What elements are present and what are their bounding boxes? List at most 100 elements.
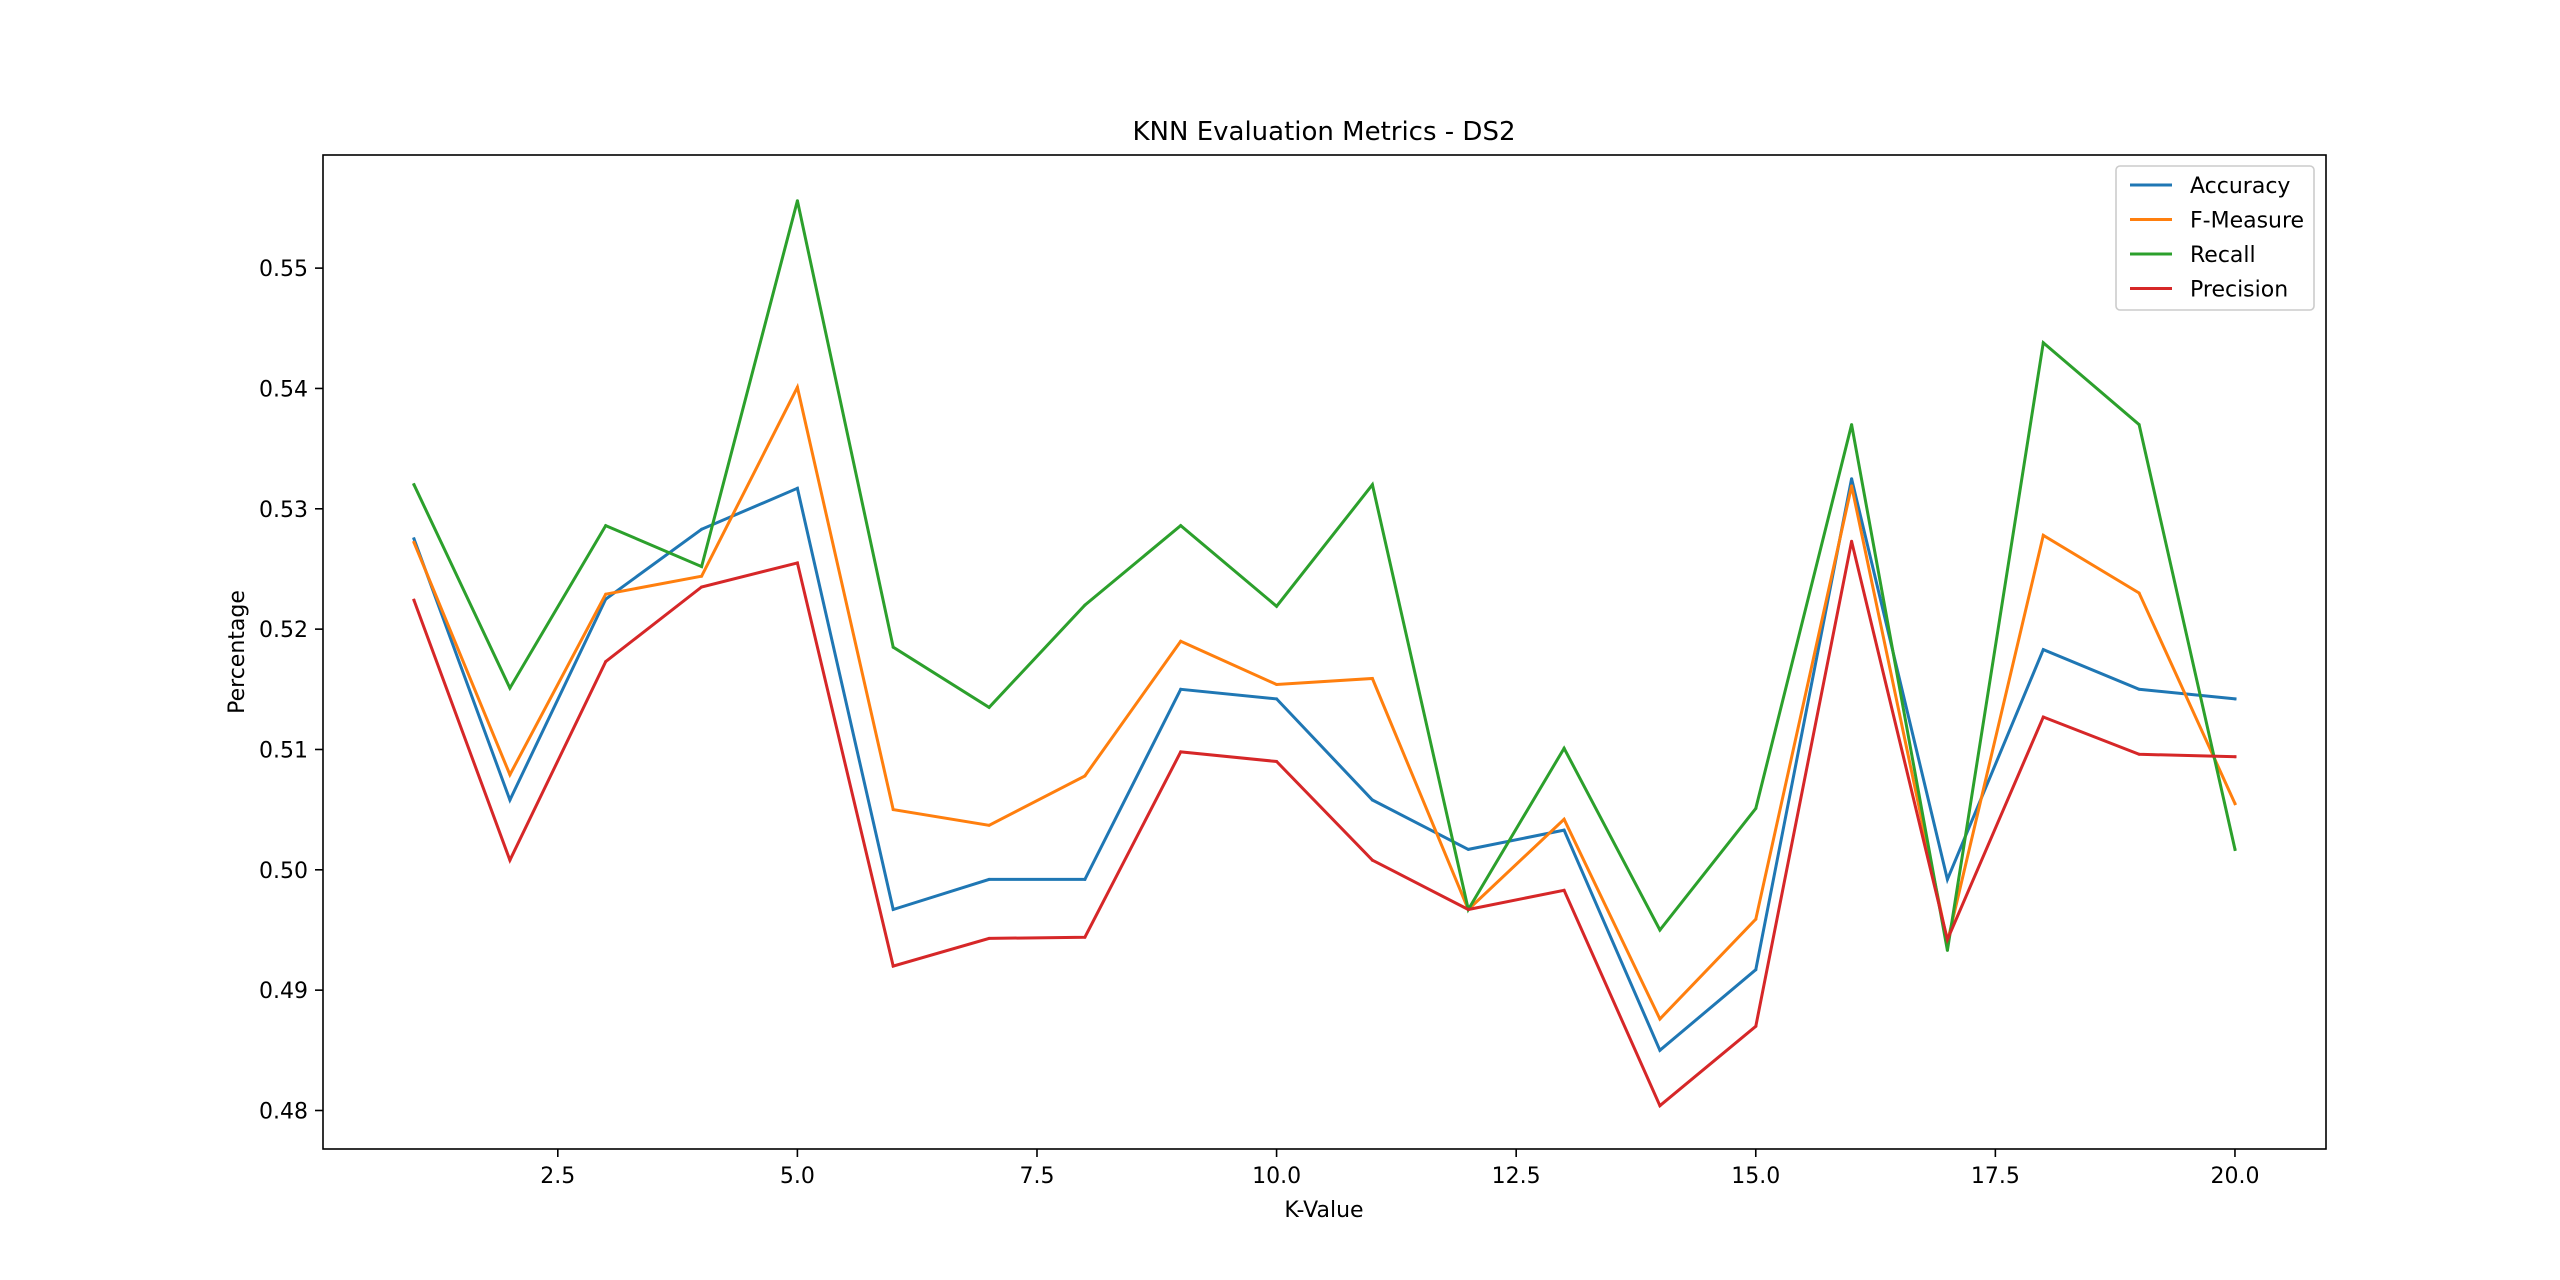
data-point-recall bbox=[1754, 806, 1758, 810]
data-point-recall bbox=[1179, 524, 1183, 528]
y-tick-label: 0.53 bbox=[259, 498, 308, 523]
data-point-accuracy bbox=[412, 537, 416, 541]
data-point-precision bbox=[604, 660, 608, 664]
y-tick-label: 0.55 bbox=[259, 257, 308, 282]
data-point-accuracy bbox=[1083, 877, 1087, 881]
y-tick-label: 0.49 bbox=[259, 979, 308, 1004]
data-point-accuracy bbox=[700, 527, 704, 531]
y-axis-ticks: 0.48 0.49 0.50 0.51 0.52 0.53 0.54 0.55 bbox=[259, 257, 323, 1124]
data-point-accuracy bbox=[1179, 687, 1183, 691]
data-point-recall bbox=[1083, 603, 1087, 607]
data-point-accuracy bbox=[2233, 697, 2237, 701]
data-point-accuracy bbox=[1945, 877, 1949, 881]
data-point-f-measure bbox=[1179, 639, 1183, 643]
data-point-recall bbox=[1370, 483, 1374, 487]
data-point-accuracy bbox=[2041, 648, 2045, 652]
data-point-precision bbox=[700, 585, 704, 589]
data-point-accuracy bbox=[891, 908, 895, 911]
data-point-recall bbox=[987, 705, 991, 709]
data-point-f-measure bbox=[987, 823, 991, 827]
data-point-f-measure bbox=[508, 773, 512, 777]
data-point-accuracy bbox=[1658, 1048, 1662, 1052]
legend-label-accuracy: Accuracy bbox=[2190, 174, 2290, 199]
chart-title: KNN Evaluation Metrics - DS2 bbox=[1132, 117, 1515, 147]
legend-label-precision: Precision bbox=[2190, 278, 2288, 303]
data-point-accuracy bbox=[508, 798, 512, 802]
data-point-f-measure bbox=[604, 592, 608, 596]
data-point-f-measure bbox=[2137, 591, 2141, 595]
data-point-f-measure bbox=[2041, 533, 2045, 537]
x-tick-label: 17.5 bbox=[1971, 1164, 2020, 1189]
data-point-recall bbox=[1658, 928, 1662, 932]
data-point-recall bbox=[1945, 948, 1949, 952]
x-tick-label: 12.5 bbox=[1492, 1164, 1541, 1189]
data-point-f-measure bbox=[1275, 683, 1279, 686]
data-point-precision bbox=[1658, 1104, 1662, 1108]
y-tick-label: 0.52 bbox=[259, 618, 308, 643]
data-point-recall bbox=[1275, 604, 1279, 608]
data-point-f-measure bbox=[700, 574, 704, 578]
data-point-recall bbox=[795, 199, 799, 203]
data-point-f-measure bbox=[1370, 677, 1374, 680]
data-point-accuracy bbox=[2137, 687, 2141, 691]
data-point-recall bbox=[2041, 341, 2045, 345]
data-point-precision bbox=[508, 858, 512, 862]
data-point-precision bbox=[891, 964, 895, 968]
series-lines bbox=[412, 199, 2237, 1109]
data-point-f-measure bbox=[1083, 774, 1087, 778]
data-point-recall bbox=[604, 524, 608, 528]
data-point-precision bbox=[795, 561, 799, 565]
data-point-f-measure bbox=[1562, 817, 1566, 821]
plot-area bbox=[322, 154, 2327, 1150]
data-point-f-measure bbox=[795, 385, 799, 389]
data-point-recall bbox=[2137, 423, 2141, 427]
x-tick-label: 20.0 bbox=[2210, 1164, 2259, 1189]
data-point-accuracy bbox=[1370, 798, 1374, 802]
data-point-precision bbox=[1945, 938, 1949, 942]
y-axis-title: Percentage bbox=[225, 590, 250, 714]
data-point-precision bbox=[1754, 1024, 1758, 1028]
data-point-accuracy bbox=[1754, 968, 1758, 972]
y-tick-label: 0.48 bbox=[259, 1099, 308, 1124]
data-point-recall bbox=[700, 565, 704, 569]
data-point-precision bbox=[1562, 888, 1566, 892]
series-line-recall bbox=[412, 200, 2237, 951]
data-point-precision bbox=[1466, 908, 1470, 911]
x-tick-label: 7.5 bbox=[1019, 1164, 1054, 1189]
data-point-f-measure bbox=[2233, 802, 2237, 806]
data-point-recall bbox=[1562, 746, 1566, 750]
data-point-recall bbox=[1850, 423, 1854, 427]
axes-frame bbox=[322, 154, 2327, 1150]
data-point-f-measure bbox=[1850, 484, 1854, 488]
data-point-accuracy bbox=[1850, 477, 1854, 481]
series-line-accuracy bbox=[412, 478, 2237, 1053]
data-point-recall bbox=[2233, 847, 2237, 851]
data-point-precision bbox=[1370, 858, 1374, 862]
data-point-precision bbox=[1083, 935, 1087, 939]
data-point-precision bbox=[1179, 750, 1183, 754]
y-tick-label: 0.51 bbox=[259, 738, 308, 763]
x-tick-label: 2.5 bbox=[540, 1164, 575, 1189]
data-point-recall bbox=[891, 645, 895, 649]
data-point-precision bbox=[412, 598, 416, 602]
data-point-precision bbox=[1275, 760, 1279, 763]
data-point-f-measure bbox=[1754, 917, 1758, 921]
data-point-accuracy bbox=[795, 486, 799, 490]
y-tick-label: 0.50 bbox=[259, 859, 308, 884]
x-tick-label: 10.0 bbox=[1252, 1164, 1301, 1189]
x-tick-label: 15.0 bbox=[1731, 1164, 1780, 1189]
data-point-f-measure bbox=[1658, 1017, 1662, 1021]
x-axis-title: K-Value bbox=[1284, 1198, 1363, 1223]
legend-box bbox=[2115, 165, 2315, 311]
series-line-precision bbox=[412, 540, 2237, 1109]
data-point-accuracy bbox=[1562, 828, 1566, 832]
x-axis-ticks: 2.5 5.0 7.5 10.0 12.5 15.0 17.5 20.0 bbox=[540, 1149, 2259, 1189]
data-point-accuracy bbox=[1275, 697, 1279, 701]
data-point-precision bbox=[1850, 539, 1854, 543]
data-point-f-measure bbox=[412, 541, 416, 544]
data-point-accuracy bbox=[1466, 847, 1470, 851]
data-point-recall bbox=[412, 483, 416, 487]
legend: Accuracy F-Measure Recall Precision bbox=[2115, 165, 2315, 311]
y-tick-label: 0.54 bbox=[259, 377, 308, 402]
